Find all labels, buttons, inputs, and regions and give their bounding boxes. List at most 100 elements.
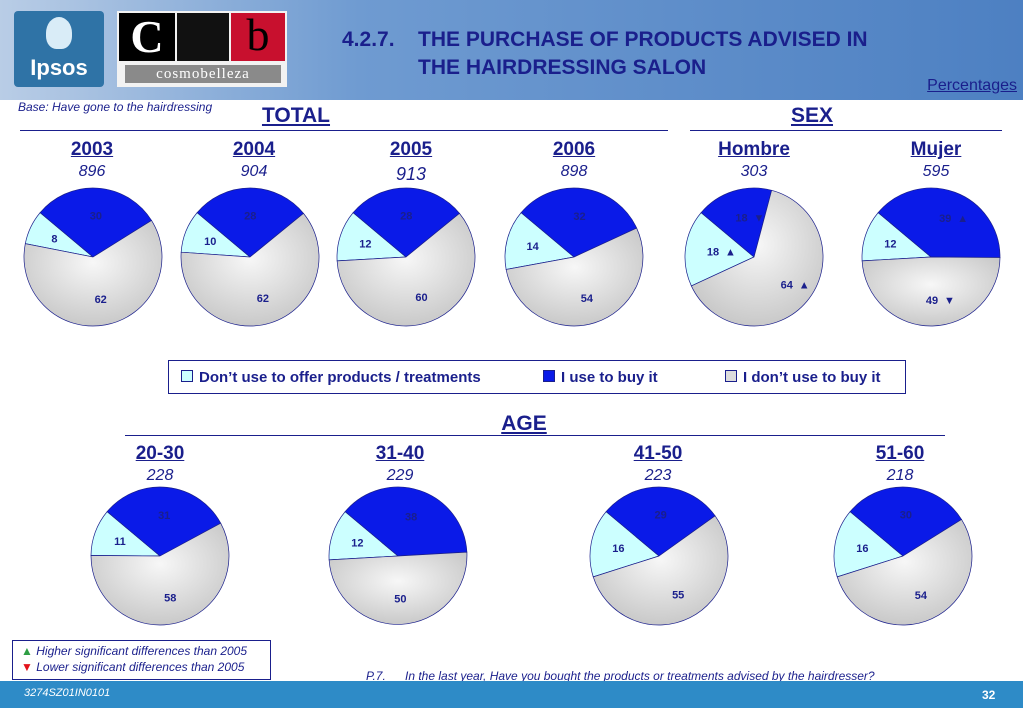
pie-label-2006-dont-use-offer: 14 <box>526 241 539 253</box>
pie-label-2003-dont-use-buy: 62 <box>95 294 107 306</box>
pie-label-2003-use-to-buy: 30 <box>90 211 102 223</box>
pie-label-hombre-use-to-buy: 18 <box>735 213 747 225</box>
significance-key: ▲ Higher significant differences than 20… <box>12 640 271 680</box>
pie-title-20-30: 20-30 <box>135 443 185 464</box>
pie-label-mujer-dont-use-offer: 12 <box>884 239 896 251</box>
section-title-sex: SEX <box>790 104 834 127</box>
up-triangle-icon-hombre-dont-use-offer: ▲ <box>725 247 736 259</box>
pie-slice-31-40-use-to-buy <box>344 486 468 557</box>
up-triangle-icon-mujer-use-to-buy: ▲ <box>957 213 968 225</box>
down-triangle-icon-mujer-dont-use-buy: ▼ <box>944 295 955 307</box>
pie-20-30: 11 31 58 <box>90 486 230 626</box>
pie-slice-2003-use-to-buy <box>39 187 153 258</box>
pie-slice-20-30-use-to-buy <box>106 486 222 557</box>
pie-slice-2006-dont-use-offer <box>504 212 575 270</box>
pie-31-40: 12 38 50 <box>328 486 468 625</box>
legend-label-use-to-buy: I use to buy it <box>561 369 658 386</box>
pie-label-51-60-dont-use-offer: 16 <box>856 543 868 555</box>
pie-base-20-30: 228 <box>146 467 174 484</box>
cosmo-logo-word: cosmobelleza <box>125 65 281 83</box>
section-rule-total <box>20 130 668 131</box>
up-triangle-icon: ▲ <box>21 644 33 658</box>
pie-base-2005: 913 <box>395 164 427 184</box>
pie-label-2005-dont-use-buy: 60 <box>415 292 427 304</box>
pie-label-51-60-dont-use-buy: 54 <box>915 590 928 602</box>
pie-slice-hombre-dont-use-offer <box>684 212 755 287</box>
pie-slice-2006-use-to-buy <box>520 187 638 258</box>
pie-label-2005-dont-use-offer: 12 <box>359 239 371 251</box>
pie-title-hombre: Hombre <box>718 139 790 160</box>
footer-bar <box>0 681 1023 708</box>
pie-label-20-30-dont-use-offer: 11 <box>114 536 126 548</box>
pie-slice-31-40-dont-use-buy <box>328 551 468 625</box>
pie-2006: 14 32 54 <box>504 187 644 327</box>
significance-lower: ▼ Lower significant differences than 200… <box>21 660 244 674</box>
pie-title-mujer: Mujer <box>910 139 962 160</box>
legend-label-dont-use-buy: I don’t use to buy it <box>743 369 881 386</box>
pie-label-41-50-dont-use-offer: 16 <box>612 543 624 555</box>
pie-title-2005: 2005 <box>389 139 433 160</box>
pie-51-60: 16 30 54 <box>833 486 973 626</box>
pie-label-mujer-use-to-buy: 39 <box>939 213 951 225</box>
pie-label-41-50-use-to-buy: 29 <box>654 510 666 522</box>
section-title-total: TOTAL <box>261 104 331 127</box>
question-text: In the last year, Have you bought the pr… <box>405 669 875 683</box>
pie-title-2004: 2004 <box>232 139 276 160</box>
pie-slice-51-60-use-to-buy <box>849 486 963 557</box>
pie-slice-hombre-use-to-buy <box>700 187 773 258</box>
pie-slice-2005-use-to-buy <box>352 187 460 258</box>
question-code: P.7. <box>366 669 386 683</box>
pie-label-51-60-use-to-buy: 30 <box>900 510 912 522</box>
pie-mujer: 12 39 ▲ 49 ▼ <box>861 187 1001 327</box>
section-title-age: AGE <box>501 412 547 435</box>
cosmo-logo-figure <box>177 13 229 61</box>
pie-base-mujer: 595 <box>922 163 950 180</box>
pie-label-2006-use-to-buy: 32 <box>573 211 585 223</box>
pie-slice-51-60-dont-use-offer <box>833 511 904 578</box>
pie-41-50: 16 29 55 <box>589 486 729 626</box>
pie-slice-2004-dont-use-buy <box>180 212 320 327</box>
pie-base-31-40: 229 <box>386 467 414 484</box>
pie-label-2006-dont-use-buy: 54 <box>581 293 594 305</box>
pie-label-41-50-dont-use-buy: 55 <box>672 589 684 601</box>
ipsos-logo: Ipsos <box>14 11 104 87</box>
legend-swatch-dont-use-offer <box>181 370 193 382</box>
legend-item-dont-use-buy: I don’t use to buy it <box>725 369 881 386</box>
pie-base-51-60: 218 <box>886 467 914 484</box>
pie-base-41-50: 223 <box>644 467 672 484</box>
legend-swatch-use-to-buy <box>543 370 555 382</box>
pie-label-2005-use-to-buy: 28 <box>400 211 412 223</box>
legend-label-dont-use-offer: Don’t use to offer products / treatments <box>199 369 481 386</box>
pie-slice-mujer-use-to-buy <box>877 187 1001 258</box>
down-triangle-icon-hombre-use-to-buy: ▼ <box>754 213 765 225</box>
pie-slice-2005-dont-use-buy <box>336 212 476 327</box>
pie-2004: 10 28 62 <box>180 187 320 327</box>
pie-slice-mujer-dont-use-buy <box>861 256 1001 327</box>
pie-slice-20-30-dont-use-buy <box>90 522 230 626</box>
pie-slice-hombre-dont-use-buy <box>690 189 824 327</box>
pie-hombre: 18 ▲ 18 ▼ 64 ▲ <box>684 187 824 327</box>
pie-2003: 8 30 62 <box>23 187 163 327</box>
pie-label-20-30-use-to-buy: 31 <box>158 510 170 522</box>
up-triangle-icon-hombre-dont-use-buy: ▲ <box>799 280 810 292</box>
pie-slice-2003-dont-use-buy <box>23 219 163 327</box>
cosmobelleza-logo: C b cosmobelleza <box>117 11 287 87</box>
pie-label-hombre-dont-use-buy: 64 <box>781 280 794 292</box>
ipsos-face-icon <box>46 17 72 49</box>
pie-2005: 12 28 60 <box>336 187 476 327</box>
pie-label-2004-dont-use-offer: 10 <box>204 236 216 248</box>
units-label: Percentages <box>927 77 1017 94</box>
pie-label-31-40-dont-use-offer: 12 <box>351 538 363 550</box>
chart-legend: Don’t use to offer products / treatments… <box>168 360 906 394</box>
pie-base-2003: 896 <box>78 163 106 180</box>
legend-item-use-to-buy: I use to buy it <box>543 369 658 386</box>
significance-lower-label: Lower significant differences than 2005 <box>36 660 245 674</box>
pie-label-31-40-use-to-buy: 38 <box>405 512 417 524</box>
slide-title-line2: THE HAIRDRESSING SALON <box>418 56 707 79</box>
pie-slice-41-50-use-to-buy <box>605 486 716 557</box>
down-triangle-icon: ▼ <box>21 660 33 674</box>
cosmo-logo-c: C <box>119 13 175 61</box>
base-note: Base: Have gone to the hairdressing <box>18 100 213 114</box>
slide-number: 4.2.7. <box>342 28 395 51</box>
